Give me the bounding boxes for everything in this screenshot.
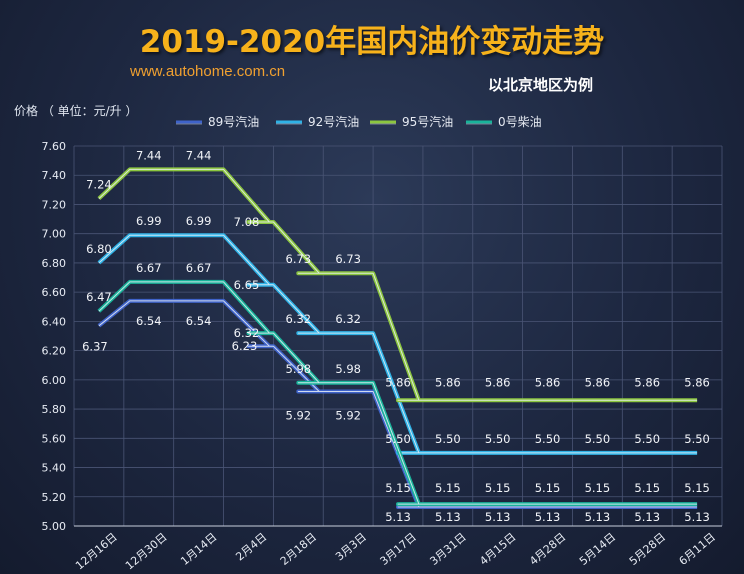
y-tick-label: 5.00: [42, 520, 67, 533]
data-label: 5.15: [535, 481, 561, 495]
series-line-highlight: [98, 234, 698, 454]
y-tick-label: 7.40: [42, 169, 67, 182]
legend-label: 89号汽油: [208, 114, 259, 129]
y-tick-label: 6.40: [42, 315, 67, 328]
x-tick-label: 5月28日: [627, 530, 668, 568]
data-label: 6.32: [234, 326, 260, 340]
x-tick-label: 3月31日: [427, 530, 468, 568]
legend-label: 0号柴油: [498, 115, 542, 129]
data-label: 5.15: [684, 481, 710, 495]
data-label: 6.67: [136, 261, 162, 275]
series-line-highlight: [98, 281, 698, 505]
data-label: 5.13: [485, 510, 511, 524]
y-tick-label: 5.40: [42, 462, 67, 475]
data-label: 5.86: [585, 375, 611, 389]
series-lines: [97, 167, 698, 509]
data-label: 6.47: [86, 290, 112, 304]
data-label: 5.86: [435, 375, 461, 389]
y-tick-label: 6.00: [42, 374, 67, 387]
region-note: 以北京地区为例: [488, 76, 594, 94]
data-label: 5.86: [634, 375, 660, 389]
data-label: 5.13: [634, 510, 660, 524]
data-label: 5.92: [286, 409, 312, 423]
data-label: 7.44: [136, 148, 162, 162]
data-label: 6.99: [186, 214, 212, 228]
data-label: 5.98: [335, 362, 361, 376]
data-label: 5.50: [684, 432, 710, 446]
x-tick-label: 4月15日: [477, 530, 518, 568]
data-label: 6.80: [86, 242, 112, 256]
data-label: 5.15: [435, 481, 461, 495]
y-tick-label: 7.00: [42, 228, 67, 241]
series-line: [97, 167, 698, 403]
data-label: 5.86: [535, 375, 561, 389]
legend: 89号汽油 92号汽油 95号汽油 0号柴油: [176, 114, 542, 129]
series-line-highlight: [98, 300, 698, 508]
data-label: 5.86: [485, 375, 511, 389]
data-labels: 6.37 6.54 6.54 6.23 5.92 5.92 5.13 5.13 5.13 5.13…: [82, 148, 710, 524]
chart-title: 2019-2020年国内油价变动走势: [139, 24, 605, 60]
data-label: 5.86: [684, 375, 710, 389]
x-tick-label: 2月18日: [278, 530, 319, 568]
y-tick-label: 5.60: [42, 432, 67, 445]
data-label: 5.15: [385, 481, 411, 495]
data-label: 5.50: [485, 432, 511, 446]
data-label: 5.15: [485, 481, 511, 495]
x-tick-label: 12月30日: [123, 530, 170, 572]
x-tick-label: 5月14日: [577, 530, 618, 568]
data-label: 6.54: [186, 314, 212, 328]
x-tick-label: 4月28日: [527, 530, 568, 568]
data-label: 5.50: [634, 432, 660, 446]
x-tick-label: 6月11日: [677, 530, 718, 568]
data-label: 6.32: [286, 312, 312, 326]
legend-label: 92号汽油: [308, 114, 359, 129]
data-label: 7.24: [86, 178, 112, 192]
data-label: 7.44: [186, 148, 212, 162]
series-line-highlight: [98, 168, 698, 401]
data-label: 6.32: [335, 312, 361, 326]
x-tick-label: 3月17日: [378, 530, 419, 568]
data-label: 5.50: [385, 432, 411, 446]
source-url: www.autohome.com.cn: [130, 63, 286, 80]
y-tick-label: 6.60: [42, 286, 67, 299]
x-tick-label: 12月16日: [73, 530, 120, 572]
x-tick-label: 2月4日: [233, 530, 269, 563]
data-label: 6.99: [136, 214, 162, 228]
data-label: 5.13: [535, 510, 561, 524]
data-label: 7.08: [234, 215, 260, 229]
data-label: 5.98: [286, 362, 312, 376]
x-tick-label: 1月14日: [178, 530, 219, 568]
y-tick-label: 6.80: [42, 257, 67, 270]
x-tick-label: 3月3日: [333, 530, 369, 563]
data-label: 5.92: [335, 409, 361, 423]
data-label: 6.67: [186, 261, 212, 275]
data-label: 6.37: [82, 340, 108, 354]
data-label: 5.15: [585, 481, 611, 495]
data-label: 5.13: [585, 510, 611, 524]
series-line: [97, 298, 698, 509]
y-tick-label: 7.60: [42, 140, 67, 153]
y-tick-label: 5.80: [42, 403, 67, 416]
data-label: 6.73: [335, 252, 361, 266]
data-label: 6.23: [232, 339, 258, 353]
legend-label: 95号汽油: [402, 114, 453, 129]
data-label: 5.15: [634, 481, 660, 495]
y-axis-label: 价格 （ 单位：元/升 ）: [14, 104, 138, 118]
data-label: 5.13: [385, 510, 411, 524]
data-label: 5.50: [435, 432, 461, 446]
data-label: 5.86: [385, 375, 411, 389]
data-label: 6.54: [136, 314, 162, 328]
data-label: 5.13: [435, 510, 461, 524]
data-label: 6.65: [234, 278, 260, 292]
data-label: 6.73: [286, 252, 312, 266]
data-label: 5.50: [535, 432, 561, 446]
y-tick-label: 5.20: [42, 491, 67, 504]
grid: [73, 145, 723, 526]
data-label: 5.13: [684, 510, 710, 524]
y-tick-label: 6.20: [42, 345, 67, 358]
data-label: 5.50: [585, 432, 611, 446]
y-tick-label: 7.20: [42, 198, 67, 211]
